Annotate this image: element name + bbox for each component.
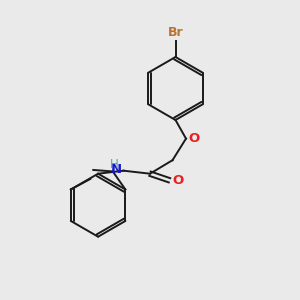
Text: O: O [172,174,184,187]
Text: O: O [188,132,200,145]
Text: N: N [111,163,122,176]
Text: Br: Br [168,26,183,39]
Text: H: H [110,158,118,171]
